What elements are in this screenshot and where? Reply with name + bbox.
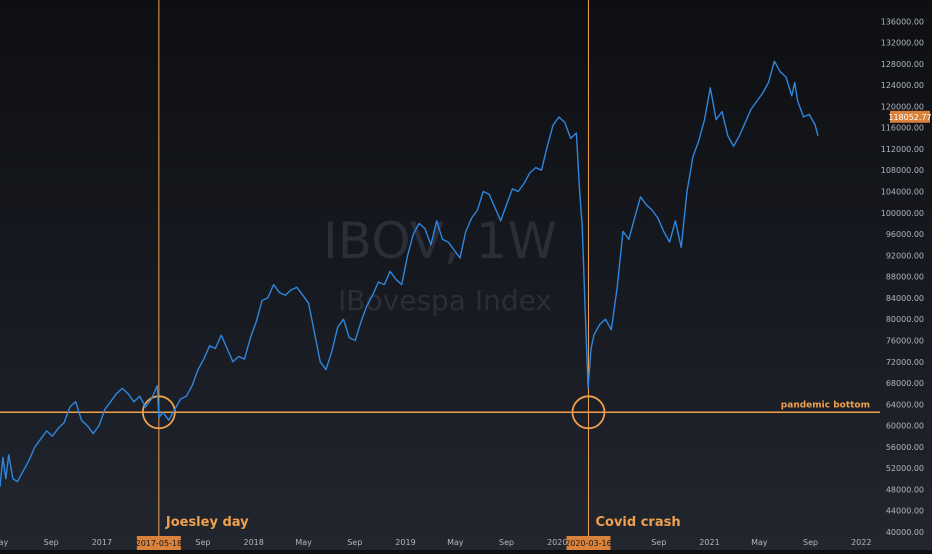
ibov-price-line [0,60,819,487]
y-tick-label: 52000.00 [886,464,924,473]
series-layer [0,60,819,487]
x-tick-label: Sep [195,538,210,547]
event-circle [571,395,606,430]
event-date-tag [136,536,181,550]
last-price-tag [890,110,930,123]
y-tick-label: 116000.00 [881,124,924,133]
y-tick-label: 44000.00 [886,507,924,516]
y-tick-label: 84000.00 [886,294,924,303]
y-tick-label: 56000.00 [886,443,924,452]
x-tick-label: Sep [347,538,362,547]
y-axis[interactable]: 40000.00 44000.00 48000.00 52000.00 56000.00… [881,17,924,537]
x-axis[interactable]: May Sep 2017 Sep 2018 May Sep 2019 May Sep 2020 Sep… [0,538,871,547]
y-tick-label: 124000.00 [881,81,924,90]
x-tick-label: Sep [44,538,59,547]
x-tick-label: May [295,538,312,547]
y-tick-label: 108000.00 [881,166,924,175]
x-tick-label: 2019 [395,538,415,547]
y-tick-label: 92000.00 [886,251,924,260]
y-tick-label: 100000.00 [881,209,924,218]
x-tick-label: 2020 [547,538,567,547]
event-label: Joesley day [165,515,249,530]
y-tick-label: 48000.00 [886,485,924,494]
x-tick-label: May [447,538,464,547]
y-tick-label: 40000.00 [886,528,924,537]
y-tick-label: 64000.00 [886,400,924,409]
event-date-tag [566,536,611,550]
y-tick-label: 68000.00 [886,379,924,388]
y-tick-label: 60000.00 [886,422,924,431]
overlay-labels: 2017-05-18 2020-03-16 118052.77 [136,110,932,550]
last-price-label: 118052.77 [888,113,931,122]
watermark: IBOV, 1W IBovespa Index [323,212,557,317]
x-tick-label: 2018 [244,538,264,547]
y-tick-label: 88000.00 [886,273,924,282]
symbol-watermark: IBOV, 1W [323,212,557,270]
event-date-tag-label: 2020-03-16 [565,539,612,548]
x-tick-label: 2022 [851,538,871,547]
annotations-layer: pandemic bottom Joesley day Covid crash [0,0,880,536]
event-label: Covid crash [595,515,680,530]
x-tick-label: Sep [651,538,666,547]
x-tick-label: Sep [803,538,818,547]
y-tick-label: 104000.00 [881,188,924,197]
y-tick-label: 120000.00 [881,102,924,111]
y-tick-label: 76000.00 [886,336,924,345]
y-tick-label: 96000.00 [886,230,924,239]
x-tick-label: 2021 [699,538,719,547]
y-tick-label: 80000.00 [886,315,924,324]
y-tick-label: 128000.00 [881,60,924,69]
pandemic-bottom-label: pandemic bottom [781,400,870,410]
x-tick-label: May [0,538,9,547]
y-tick-label: 72000.00 [886,358,924,367]
event-date-tag-label: 2017-05-18 [136,539,183,548]
x-tick-label: 2017 [92,538,112,547]
y-tick-label: 112000.00 [881,145,924,154]
y-tick-label: 132000.00 [881,39,924,48]
y-tick-label: 136000.00 [881,17,924,26]
x-tick-label: May [751,538,768,547]
description-watermark: IBovespa Index [338,284,552,317]
x-tick-label: Sep [499,538,514,547]
event-circle [141,395,176,430]
